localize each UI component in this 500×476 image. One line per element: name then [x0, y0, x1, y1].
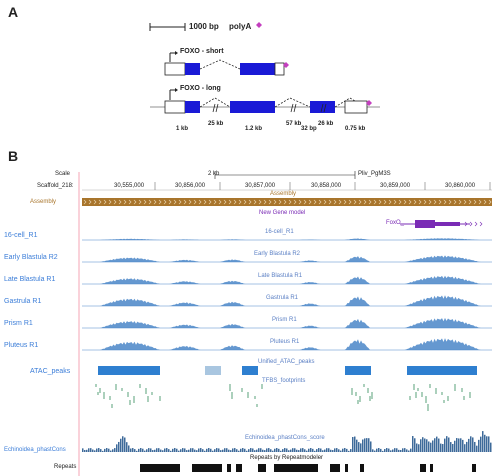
long-utr3 — [344, 100, 368, 114]
peaks-left-label: ATAC_peaks — [30, 368, 71, 375]
long-polya — [366, 100, 372, 106]
short-polya — [283, 62, 289, 68]
polya-legend-label: polyA — [229, 22, 252, 31]
coordinate-label: 30,856,000 — [175, 183, 206, 189]
track-left-label: Gastrula R1 — [4, 298, 42, 305]
atac-peak — [98, 366, 160, 375]
long-tss-arrow — [175, 88, 178, 92]
gene-utr — [435, 222, 460, 226]
short-tss-arrow — [175, 51, 178, 55]
track-left-label: Pluteus R1 — [4, 342, 39, 349]
gene-exon — [415, 220, 435, 228]
coordinate-label: 30,859,000 — [380, 183, 411, 189]
coordinate-label: 30,555,000 — [114, 183, 145, 189]
coordinate-ticks — [154, 182, 491, 190]
size-label: 32 bp — [301, 126, 317, 132]
short-utr3 — [274, 62, 285, 76]
tfbs-footprints — [95, 384, 471, 411]
signal-area — [82, 255, 492, 262]
long-intron2 — [274, 97, 311, 108]
phastcons-track-title: Echinoidea_phastCons_score — [245, 435, 325, 441]
track-left-label: Early Blastula R2 — [4, 254, 58, 261]
track-title: 16-cell_R1 — [265, 229, 294, 235]
track-left-label: 16-cell_R1 — [4, 232, 38, 239]
signal-area — [82, 275, 492, 284]
short-intron — [199, 59, 241, 70]
size-label: 57 kb — [286, 121, 302, 127]
size-label: 1 kb — [176, 126, 189, 132]
atac-peak — [242, 366, 258, 375]
long-intron1 — [199, 97, 231, 108]
assembly-track-title: Assembly — [270, 191, 297, 197]
atac-peak — [345, 366, 371, 375]
track-title: Early Blastula R2 — [254, 251, 301, 257]
size-label: 1.2 kb — [245, 126, 263, 132]
polya-legend-icon — [256, 22, 262, 28]
repeats-left-label: Repeats — [54, 464, 77, 470]
tfbs-track-title: TFBS_footprints — [262, 378, 306, 384]
signal-area — [82, 295, 492, 306]
phastcons-track — [82, 431, 492, 452]
assembly-bar — [82, 198, 492, 206]
short-exon1 — [185, 63, 200, 75]
track-left-label: Prism R1 — [4, 320, 33, 327]
peaks-track-title: Unified_ATAC_peaks — [258, 359, 315, 365]
gene-model-title: New Gene model — [259, 210, 306, 216]
phastcons-left-label: Echinoidea_phastCons — [4, 447, 66, 453]
repeats-track-title: Repeats by Repeatmodeler — [250, 455, 324, 461]
short-exon2 — [240, 63, 275, 75]
intron-break-marks — [212, 103, 327, 113]
track-title: Prism R1 — [272, 317, 297, 323]
short-isoform-label: FOXO - short — [180, 48, 224, 55]
long-exon1 — [185, 101, 200, 113]
long-exon2 — [230, 101, 275, 113]
atac-peak — [205, 366, 221, 375]
scale-bar-label: 1000 bp — [189, 22, 219, 31]
size-label: 25 kb — [208, 121, 224, 127]
size-label: 0.75 kb — [345, 126, 366, 132]
browser-scale-label: 2 kb — [208, 171, 220, 177]
gene-strand-arrows — [464, 221, 483, 227]
signal-area — [82, 338, 492, 350]
assembly-id-label: Pliv_PgM3S — [358, 171, 391, 177]
repeats-track — [140, 464, 476, 472]
track-title: Pluteus R1 — [270, 339, 300, 345]
gene-name-label: FoxO_ — [386, 220, 405, 226]
long-isoform-label: FOXO - long — [180, 85, 221, 92]
panel-b-letter: B — [8, 148, 19, 164]
assembly-left-label: Assembly — [30, 199, 57, 205]
size-label: 26 kb — [318, 121, 334, 127]
signal-area — [82, 317, 492, 328]
signal-area — [82, 238, 492, 240]
track-left-label: Late Blastula R1 — [4, 276, 56, 283]
assembly-strand-chevrons — [83, 199, 492, 205]
track-title: Gastrula R1 — [266, 295, 299, 301]
atac-peak — [407, 366, 477, 375]
panel-a-letter: A — [8, 4, 19, 20]
scale-row-label: Scale — [55, 171, 71, 177]
coordinate-label: 30,858,000 — [311, 183, 342, 189]
scaffold-label: Scaffold_218: — [37, 183, 74, 189]
atac-signal-tracks — [82, 238, 492, 351]
track-title: Late Blastula R1 — [258, 273, 303, 279]
coordinate-label: 30,857,000 — [245, 183, 276, 189]
coordinate-label: 30,860,000 — [445, 183, 476, 189]
